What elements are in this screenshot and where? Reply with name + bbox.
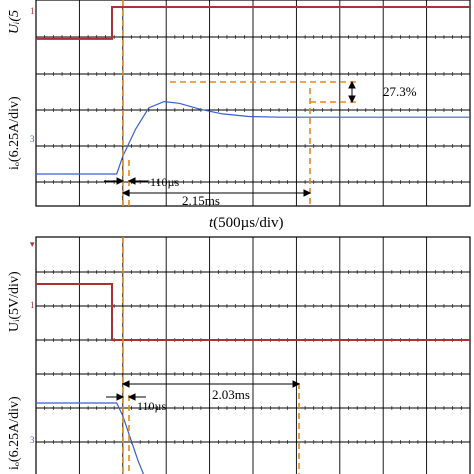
top-delay-arrow [104,177,148,185]
bottom-io-axis-label: iₒ(6.25A/div) [7,396,22,470]
top-settle-arrow [121,189,312,197]
bottom-ui-trace [36,283,470,341]
top-ui-trace [36,6,470,40]
x-axis-variable: t [209,215,214,231]
top-io-marker: 3 [30,134,35,144]
bottom-panel: 2.03ms 110µs ▾ 1 3 Uᵢ(5V/div) iₒ(6.25A/d… [7,236,471,474]
top-delay-label: 110µs [150,175,179,189]
bottom-guide-lines [122,237,300,474]
bottom-io-trace [36,402,145,474]
bottom-ui-top-marker: ▾ [30,239,35,249]
top-settle-label: 2.15ms [182,193,220,208]
top-io-axis-label: iₒ(6.25A/div) [7,96,22,170]
x-axis-scale: (500µs/div) [213,215,283,231]
bottom-io-marker: 3 [30,435,35,445]
bottom-grid [35,237,470,474]
top-grid [35,0,470,206]
bottom-ui-axis-label: Uᵢ(5V/div) [7,271,22,332]
bottom-delay-label: 110µs [137,399,166,413]
bottom-settle-arrow [121,380,301,388]
bottom-ui-marker: 1 [30,300,35,310]
bottom-delay-arrow [106,393,146,401]
bottom-settle-label: 2.03ms [212,387,250,402]
top-ui-axis-label: Uᵢ(5 [7,10,22,34]
top-x-axis-label: t(500µs/div) [209,215,283,231]
top-io-trace [36,100,470,175]
top-ui-marker: 1 [30,6,35,16]
top-guide-lines [122,0,356,206]
overshoot-label: 27.3% [383,84,417,99]
overshoot-arrow [348,80,356,104]
top-panel: 27.3% 110µs 2.15ms 1 3 Uᵢ(5 iₒ(6.25A/div… [7,0,471,231]
